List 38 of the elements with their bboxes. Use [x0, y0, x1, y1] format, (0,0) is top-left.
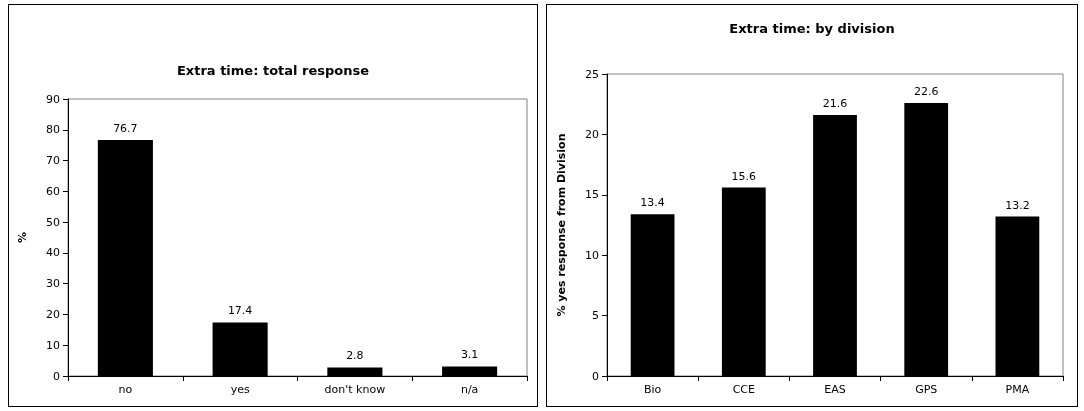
- data-label: 76.7: [113, 121, 138, 135]
- y-tick-label: 70: [46, 154, 60, 168]
- data-label: 2.8: [346, 349, 364, 363]
- x-tick-label: n/a: [460, 383, 479, 396]
- data-label: 21.6: [822, 97, 848, 111]
- x-tick-label: PMA: [1005, 383, 1030, 396]
- y-tick-label: 0: [592, 369, 599, 383]
- y-axis-title: %: [16, 231, 29, 244]
- data-label: 13.4: [640, 196, 665, 210]
- x-tick-label: no: [118, 383, 133, 396]
- data-label: 17.4: [227, 304, 253, 318]
- y-tick-label: 5: [592, 309, 599, 323]
- y-axis-title: % yes response from Division: [555, 133, 568, 317]
- y-tick-label: 20: [46, 307, 60, 321]
- data-label: 15.6: [731, 169, 757, 183]
- y-tick-label: 50: [46, 215, 60, 229]
- y-tick-label: 30: [46, 277, 60, 291]
- data-label: 22.6: [913, 84, 939, 98]
- y-tick-label: 40: [46, 246, 60, 260]
- x-tick-label: GPS: [915, 383, 938, 396]
- y-tick-label: 90: [46, 92, 60, 106]
- data-label: 3.1: [460, 348, 479, 362]
- y-tick-label: 10: [46, 338, 60, 352]
- y-tick-label: 15: [585, 188, 599, 202]
- y-tick-label: 10: [585, 248, 599, 262]
- x-tick-label: yes: [230, 383, 250, 396]
- y-tick-label: 80: [46, 123, 60, 137]
- chart-title: Extra time: total response: [176, 63, 370, 78]
- chart-title: Extra time: by division: [729, 21, 895, 36]
- y-tick-label: 25: [585, 67, 599, 81]
- y-tick-label: 20: [585, 127, 599, 141]
- x-tick-label: EAS: [824, 383, 846, 396]
- x-tick-label: Bio: [643, 383, 662, 396]
- x-tick-label: CCE: [732, 383, 756, 396]
- data-label: 13.2: [1005, 198, 1030, 212]
- y-tick-label: 0: [53, 369, 60, 383]
- y-tick-label: 60: [46, 184, 60, 198]
- x-tick-label: don't know: [324, 383, 386, 396]
